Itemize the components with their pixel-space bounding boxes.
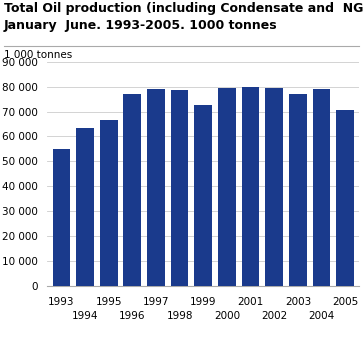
Bar (313, 89, 330, 286)
Text: Total Oil production (including Condensate and  NGL).: Total Oil production (including Condensa… (4, 2, 363, 15)
Bar (147, 89, 165, 286)
Text: 2003: 2003 (285, 297, 311, 307)
Bar (218, 88, 236, 286)
Text: 1993: 1993 (48, 297, 75, 307)
Bar (76, 128, 94, 286)
Text: 2002: 2002 (261, 311, 287, 321)
Bar (100, 120, 118, 286)
Text: 1 000 tonnes: 1 000 tonnes (4, 50, 72, 60)
Text: 1997: 1997 (143, 297, 169, 307)
Text: 1995: 1995 (95, 297, 122, 307)
Bar (123, 94, 141, 286)
Bar (242, 87, 260, 286)
Bar (289, 94, 307, 286)
Bar (265, 88, 283, 286)
Text: 2001: 2001 (237, 297, 264, 307)
Text: 2005: 2005 (332, 297, 358, 307)
Text: 2004: 2004 (309, 311, 335, 321)
Text: 1994: 1994 (72, 311, 98, 321)
Text: 2000: 2000 (214, 311, 240, 321)
Text: January  June. 1993-2005. 1000 tonnes: January June. 1993-2005. 1000 tonnes (4, 19, 277, 32)
Bar (53, 149, 70, 286)
Bar (195, 105, 212, 286)
Text: 1999: 1999 (190, 297, 217, 307)
Bar (336, 110, 354, 286)
Text: 1998: 1998 (166, 311, 193, 321)
Bar (171, 90, 188, 286)
Text: 1996: 1996 (119, 311, 146, 321)
